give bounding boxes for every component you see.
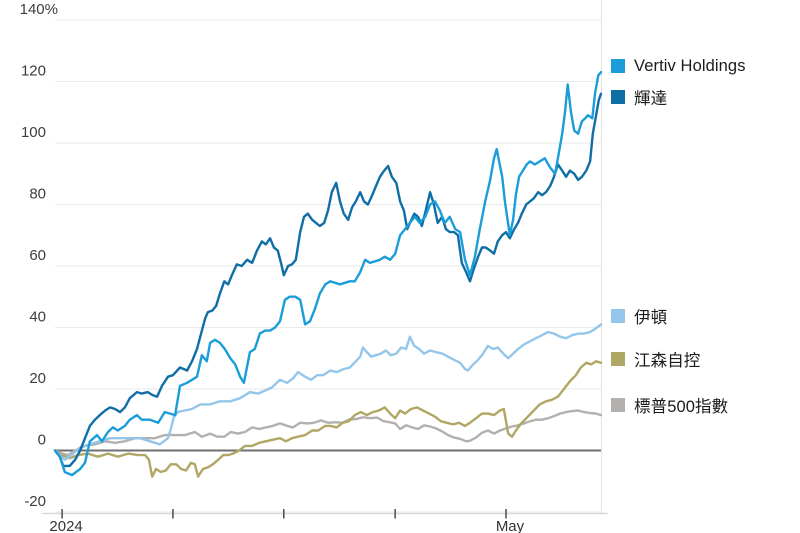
y-axis-label: 20 — [29, 370, 46, 387]
y-axis-label: 140% — [20, 1, 58, 18]
y-axis-label: -20 — [24, 493, 46, 510]
legend-label-vertiv-holdings: Vertiv Holdings — [634, 56, 746, 75]
y-axis-label: 120 — [21, 62, 46, 79]
legend-swatch-sp500 — [611, 398, 625, 412]
y-axis-label: 0 — [38, 432, 46, 449]
y-axis-label: 80 — [29, 185, 46, 202]
series-line-sp500 — [53, 409, 603, 457]
x-axis-label: May — [496, 518, 525, 533]
legend-item-eaton: 伊頓 — [611, 307, 668, 327]
legend-item-nvidia: 輝達 — [611, 88, 668, 108]
y-axis-label: 60 — [29, 247, 46, 264]
legend-item-johnson-controls: 江森自控 — [611, 350, 701, 370]
legend-item-vertiv-holdings: Vertiv Holdings — [611, 57, 746, 75]
y-axis-label: 40 — [29, 308, 46, 325]
series-line-nvidia — [53, 92, 603, 468]
legend-swatch-johnson-controls — [611, 352, 625, 366]
y-axis-label: 100 — [21, 124, 46, 141]
series-line-johnson-controls — [53, 360, 603, 478]
x-axis-label: 2024 — [49, 518, 82, 533]
legend-swatch-eaton — [611, 309, 625, 323]
legend-label-nvidia: 輝達 — [634, 90, 668, 108]
legend-label-sp500: 標普500指數 — [634, 398, 729, 416]
legend-item-sp500: 標普500指數 — [611, 396, 729, 416]
legend-swatch-vertiv-holdings — [611, 59, 625, 73]
legend-label-eaton: 伊頓 — [634, 309, 668, 327]
legend-label-johnson-controls: 江森自控 — [634, 352, 701, 370]
legend-swatch-nvidia — [611, 90, 625, 104]
series-line-vertiv-holdings — [53, 70, 603, 477]
